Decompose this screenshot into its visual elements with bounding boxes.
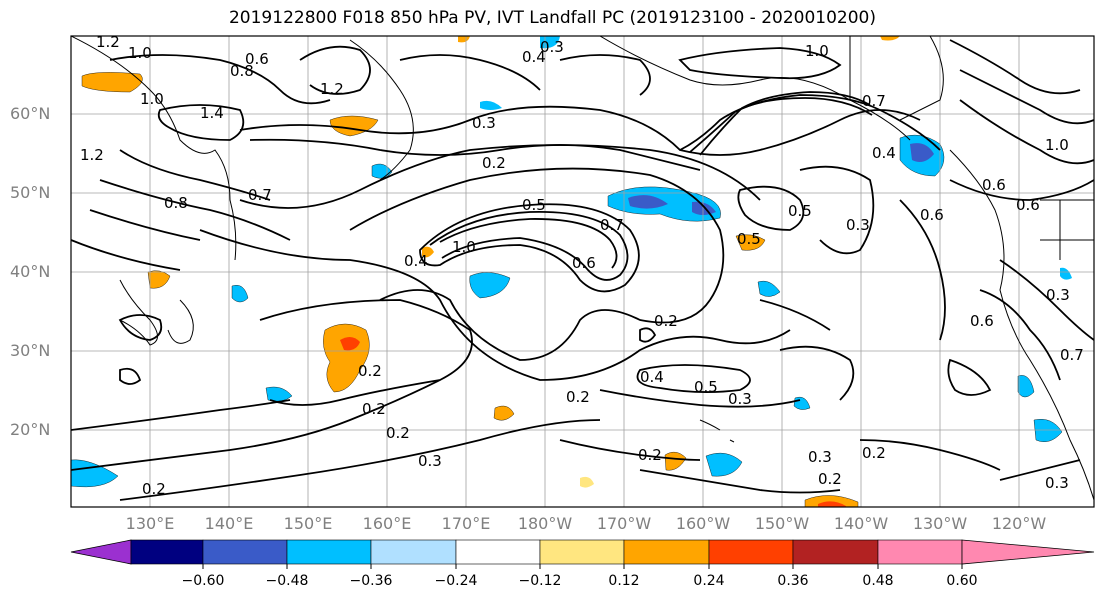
colorbar-tick-label: −0.48	[265, 573, 309, 589]
colorbar	[70, 539, 1095, 569]
contour-label: 1.0	[805, 42, 829, 60]
contour-label: 0.3	[846, 216, 870, 234]
contour-label: 0.4	[640, 368, 664, 386]
lon-label: 130°W	[912, 514, 968, 533]
contour-label: 0.3	[472, 114, 496, 132]
contour-label: 0.5	[694, 378, 718, 396]
contour-label: 0.4	[404, 252, 428, 270]
contour-label: 0.7	[1060, 346, 1084, 364]
lon-label: 150°E	[283, 514, 333, 533]
contour-label: 0.2	[482, 154, 506, 172]
colorbar-swatch	[623, 539, 710, 565]
lon-label: 170°W	[596, 514, 652, 533]
lat-label: 20°N	[10, 420, 51, 439]
colorbar-swatch	[286, 539, 372, 565]
contour-label: 0.5	[737, 230, 761, 248]
contour-label: 1.2	[320, 80, 344, 98]
contour-label: 0.3	[540, 38, 564, 56]
colorbar-swatch	[370, 539, 457, 565]
colorbar-tick-label: 0.24	[693, 573, 725, 589]
colorbar-tick-label: −0.36	[349, 573, 393, 589]
contour-label: 0.4	[872, 144, 896, 162]
colorbar-swatch	[792, 539, 879, 565]
lon-label: 140°W	[833, 514, 889, 533]
contour-label: 0.7	[248, 186, 272, 204]
contour-label: 0.6	[982, 176, 1006, 194]
lat-label: 40°N	[10, 262, 51, 281]
contour-label: 1.2	[80, 146, 104, 164]
lat-label: 50°N	[10, 183, 51, 202]
contour-label: 0.3	[808, 448, 832, 466]
contour-label: 1.2	[96, 33, 120, 51]
contour-label: 1.4	[200, 104, 224, 122]
contour-label: 0.2	[362, 400, 386, 418]
pv-contours	[71, 39, 1094, 501]
colorbar-swatch	[202, 539, 288, 565]
graticule	[71, 36, 1094, 507]
contour-label: 0.6	[245, 50, 269, 68]
colorbar-tick-label: −0.60	[181, 573, 225, 589]
contour-label: 0.2	[862, 444, 886, 462]
shading-positive	[81, 36, 900, 507]
contour-label: 0.8	[230, 62, 254, 80]
contour-label: 0.5	[522, 196, 546, 214]
contour-label: 0.8	[164, 194, 188, 212]
contour-label: 1.0	[128, 44, 152, 62]
colorbar-tick-label: 0.12	[608, 573, 640, 589]
contour-label: 0.2	[654, 312, 678, 330]
colorbar-extend-right	[961, 539, 1095, 565]
contour-label: 0.2	[142, 480, 166, 498]
contour-label: 0.2	[358, 362, 382, 380]
contour-label: 1.0	[1045, 136, 1069, 154]
contour-label: 0.3	[418, 452, 442, 470]
lon-label: 140°E	[204, 514, 254, 533]
colorbar-swatch	[539, 539, 625, 565]
plot-title: 2019122800 F018 850 hPa PV, IVT Landfall…	[228, 8, 876, 28]
colorbar-swatch	[130, 539, 204, 565]
map-panel: 1.2 1.0 0.6 0.8 1.0 1.2 1.4 1.2 0.4 0.3 …	[71, 33, 1094, 507]
contour-label: 0.2	[386, 424, 410, 442]
contour-label: 0.2	[638, 446, 662, 464]
contour-label: 0.6	[920, 206, 944, 224]
contour-label: 1.0	[140, 90, 164, 108]
contour-label: 0.2	[566, 388, 590, 406]
lon-label: 180°W	[517, 514, 573, 533]
colorbar-tick-label: 0.36	[777, 573, 809, 589]
contour-label: 0.7	[862, 92, 886, 110]
contour-label: 0.6	[1016, 196, 1040, 214]
contour-label: 0.2	[818, 470, 842, 488]
lon-label: 150°W	[754, 514, 810, 533]
lat-label: 60°N	[10, 104, 51, 123]
colorbar-extend-left	[70, 539, 132, 565]
colorbar-swatch	[708, 539, 794, 565]
lat-label: 30°N	[10, 341, 51, 360]
contour-label: 0.3	[1045, 474, 1069, 492]
contour-label: 0.6	[572, 254, 596, 272]
contour-label: 0.3	[728, 390, 752, 408]
colorbar-tick-label: −0.24	[434, 573, 478, 589]
colorbar-swatch	[877, 539, 963, 565]
contour-label: 0.6	[970, 312, 994, 330]
contour-label: 0.5	[788, 202, 812, 220]
colorbar-swatch	[455, 539, 541, 565]
lon-label: 130°E	[125, 514, 175, 533]
contour-label: 0.7	[600, 216, 624, 234]
lon-label: 120°W	[991, 514, 1047, 533]
shading-negative	[71, 36, 1072, 488]
contour-label: 0.4	[522, 48, 546, 66]
contour-label: 0.3	[1046, 286, 1070, 304]
lon-label: 170°E	[441, 514, 491, 533]
lon-label: 160°E	[362, 514, 412, 533]
colorbar-tick-label: 0.48	[862, 573, 894, 589]
colorbar-tick-label: −0.12	[518, 573, 562, 589]
contour-label: 1.0	[452, 238, 476, 256]
colorbar-tick-label: 0.60	[946, 573, 978, 589]
lon-label: 160°W	[675, 514, 731, 533]
contour-labels: 1.2 1.0 0.6 0.8 1.0 1.2 1.4 1.2 0.4 0.3 …	[80, 33, 1084, 498]
map-frame	[70, 35, 1095, 508]
